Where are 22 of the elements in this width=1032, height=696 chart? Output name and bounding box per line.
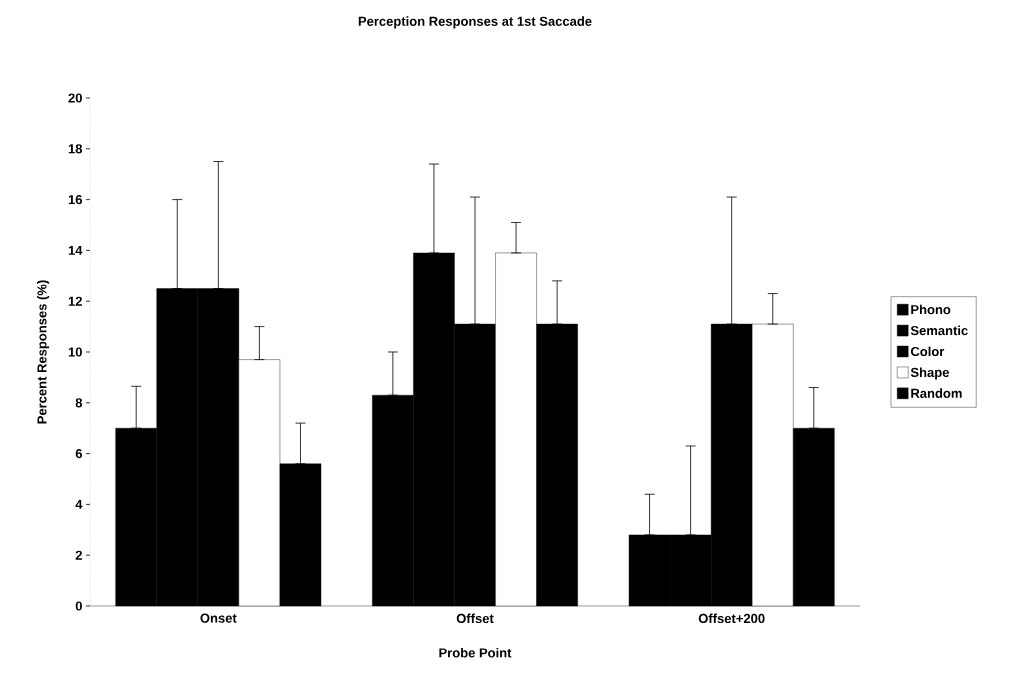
y-tick-label: 18 xyxy=(68,144,83,154)
chart-title: Perception Responses at 1st Saccade xyxy=(358,16,592,29)
x-axis-title: Probe Point xyxy=(439,647,512,658)
x-tick-label: Offset+200 xyxy=(698,613,765,624)
x-tick-label: Onset xyxy=(200,613,237,623)
y-tick-label: 14 xyxy=(68,245,83,255)
legend-label: Random xyxy=(911,388,962,398)
y-tick-label: 8 xyxy=(75,398,83,408)
y-tick-label: 16 xyxy=(68,194,82,205)
y-axis-title: Percent Responses (%) xyxy=(37,280,50,424)
legend-label: Shape xyxy=(910,367,949,380)
y-tick-label: 20 xyxy=(68,93,82,103)
y-tick-label: 12 xyxy=(68,296,82,306)
y-tick-label: 0 xyxy=(75,601,82,611)
y-tick-label: 6 xyxy=(75,448,82,459)
y-tick-label: 2 xyxy=(75,550,82,560)
y-tick-label: 4 xyxy=(75,499,83,509)
y-tick-label: 10 xyxy=(68,347,82,357)
legend-label: Phono xyxy=(911,304,951,315)
x-tick-label: Offset xyxy=(456,613,494,624)
legend-label: Color xyxy=(910,346,945,357)
legend-label: Semantic xyxy=(910,325,968,336)
